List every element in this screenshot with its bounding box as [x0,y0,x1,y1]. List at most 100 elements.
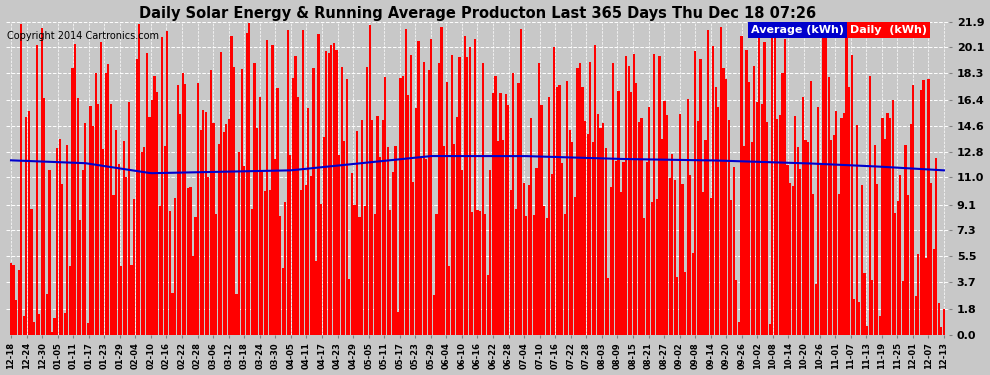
Bar [428,70,430,334]
Bar [418,40,420,334]
Bar [692,253,694,334]
Bar [671,154,673,334]
Bar [179,114,181,334]
Bar [531,118,533,334]
Bar [636,83,638,334]
Bar [384,76,386,334]
Bar [148,117,150,334]
Bar [587,134,589,334]
Bar [894,213,896,334]
Bar [368,25,371,334]
Bar [110,104,112,334]
Bar [694,51,696,334]
Text: Average (kWh): Average (kWh) [751,25,844,35]
Bar [736,280,738,334]
Bar [474,39,476,334]
Bar [823,34,825,334]
Bar [53,318,55,334]
Bar [218,144,220,334]
Bar [545,218,547,334]
Bar [555,87,558,334]
Bar [563,214,565,334]
Bar [444,146,446,334]
Bar [13,264,15,334]
Bar [420,158,422,334]
Bar [105,73,107,334]
Bar [720,27,722,334]
Bar [236,294,238,334]
Bar [246,33,248,334]
Bar [169,211,171,334]
Bar [202,110,204,334]
Bar [394,146,397,334]
Bar [323,137,325,334]
Bar [138,24,141,334]
Bar [136,59,138,334]
Bar [536,168,538,334]
Bar [505,94,507,334]
Bar [892,100,894,334]
Bar [194,217,197,334]
Bar [710,198,712,334]
Bar [641,118,643,334]
Bar [833,135,835,334]
Bar [786,165,789,334]
Bar [220,52,223,334]
Bar [528,185,530,334]
Bar [453,144,455,334]
Bar [215,213,217,334]
Bar [350,173,353,334]
Bar [815,284,817,334]
Bar [897,201,899,334]
Bar [89,106,91,334]
Bar [881,118,883,334]
Bar [433,296,435,334]
Bar [899,175,902,334]
Bar [707,30,709,334]
Bar [69,267,71,334]
Bar [633,54,635,334]
Bar [876,184,878,334]
Bar [855,125,858,334]
Bar [544,206,545,334]
Bar [871,280,873,334]
Bar [210,70,212,334]
Bar [184,84,186,334]
Bar [71,68,73,335]
Bar [163,146,166,334]
Bar [497,141,499,334]
Bar [830,140,833,334]
Bar [455,117,458,334]
Bar [468,48,471,334]
Bar [574,198,576,334]
Bar [448,266,450,334]
Bar [886,113,889,334]
Bar [741,36,742,334]
Bar [66,146,68,334]
Bar [225,124,228,334]
Bar [942,309,945,334]
Bar [33,322,36,334]
Bar [889,118,891,334]
Bar [525,216,528,334]
Bar [446,81,447,334]
Bar [768,324,771,334]
Bar [425,159,428,334]
Bar [602,123,604,334]
Bar [861,186,863,334]
Bar [794,117,796,334]
Bar [797,147,799,334]
Bar [661,138,663,334]
Bar [686,99,689,334]
Bar [279,216,281,334]
Bar [666,114,668,334]
Bar [261,172,263,334]
Bar [620,192,622,334]
Bar [387,147,389,334]
Bar [705,140,707,334]
Bar [758,23,760,334]
Bar [115,129,117,334]
Bar [820,165,822,334]
Bar [213,123,215,334]
Bar [502,140,504,334]
